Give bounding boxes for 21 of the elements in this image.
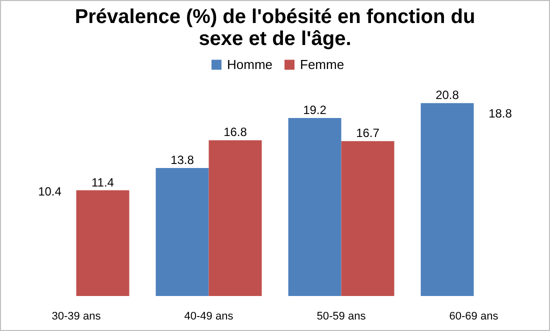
legend-label: Femme	[300, 56, 344, 72]
bar	[288, 118, 342, 296]
bar	[208, 140, 262, 296]
x-tick-label: 50-59 ans	[316, 310, 366, 322]
x-tick-label: 40-49 ans	[184, 310, 234, 322]
bar	[341, 141, 394, 296]
data-label: 16.8	[224, 125, 248, 140]
data-label: 16.7	[356, 126, 380, 140]
chart-title: Prévalence (%) de l'obésité en fonction du sexe et de l'âge.	[74, 6, 476, 50]
text: 18.8	[488, 106, 512, 121]
legend-label: Homme	[227, 56, 273, 72]
data-label: 20.8	[436, 88, 460, 102]
bar	[420, 103, 474, 296]
x-tick-label: 30-39 ans	[52, 310, 102, 322]
bar	[76, 190, 130, 296]
data-label: 11.4	[92, 175, 114, 190]
bar	[156, 168, 209, 296]
data-label: 13.8	[170, 153, 194, 168]
text: 10.4	[38, 184, 62, 199]
data-label: 19.2	[303, 102, 327, 117]
x-tick-label: 60-69 ans	[449, 310, 499, 322]
